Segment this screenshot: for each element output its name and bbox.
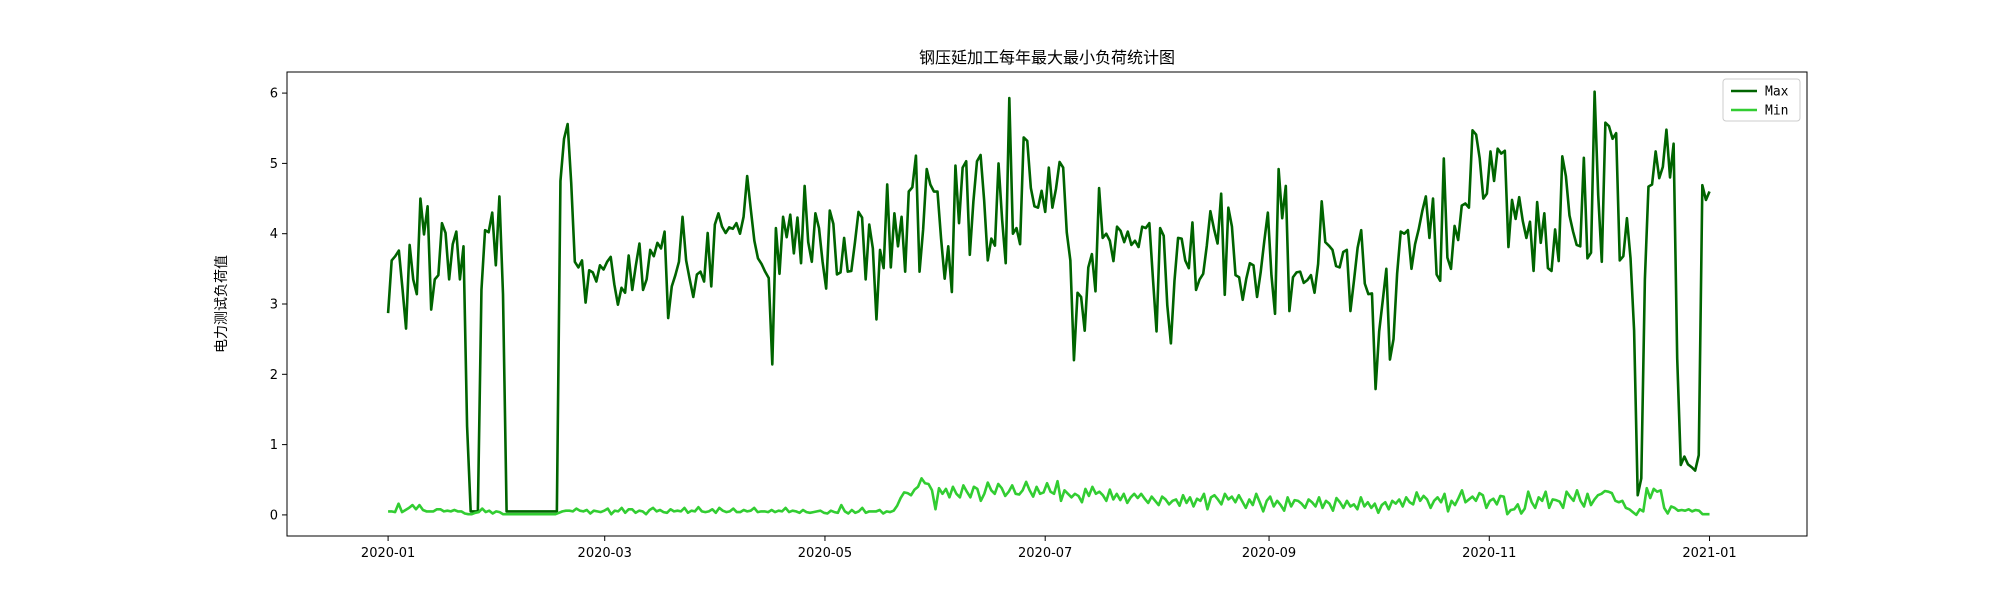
y-tick-label: 4 <box>270 227 278 242</box>
y-axis-label: 电力测试负荷值 <box>214 255 230 353</box>
legend-label-min: Min <box>1765 104 1788 119</box>
y-tick-label: 5 <box>270 157 278 172</box>
series-line-max <box>386 90 1711 513</box>
y-tick-label: 1 <box>270 438 278 453</box>
y-tick-label: 3 <box>270 298 278 313</box>
x-axis: 2020-01 2020-03 2020-05 2020-07 2020-09 2020-… <box>361 536 1737 561</box>
x-tick-label: 2020-07 <box>1018 546 1072 561</box>
x-tick-label: 2020-11 <box>1462 546 1516 561</box>
legend: Max Min <box>1722 78 1801 122</box>
y-axis: 0 1 2 3 4 5 6 <box>270 87 287 523</box>
chart-title: 钢压延加工每年最大最小负荷统计图 <box>919 48 1175 67</box>
series-line-min <box>388 477 1710 517</box>
y-tick-label: 6 <box>270 87 278 102</box>
x-tick-label: 2020-09 <box>1242 546 1296 561</box>
x-tick-label: 2020-05 <box>798 546 852 561</box>
x-tick-label: 2020-01 <box>361 546 415 561</box>
y-tick-label: 2 <box>270 368 278 383</box>
x-tick-label: 2020-03 <box>578 546 632 561</box>
plot-lines <box>386 90 1711 517</box>
x-tick-label: 2021-01 <box>1682 546 1736 561</box>
plot-frame <box>286 71 1808 537</box>
legend-label-max: Max <box>1765 85 1789 100</box>
y-tick-label: 0 <box>270 508 278 523</box>
